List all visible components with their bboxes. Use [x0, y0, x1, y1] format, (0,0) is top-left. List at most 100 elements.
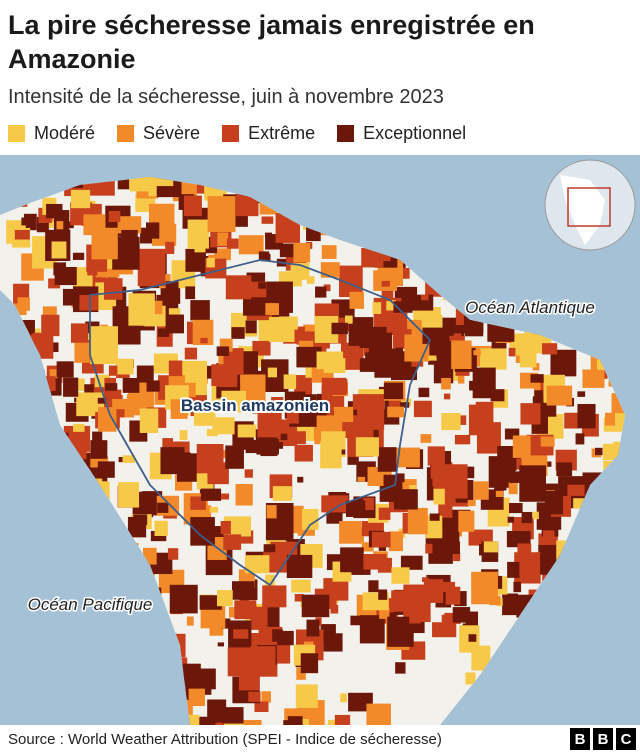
drought-cell	[407, 507, 428, 535]
drought-cell	[294, 375, 313, 397]
drought-cell	[386, 300, 396, 311]
drought-cell	[217, 232, 229, 246]
drought-cell	[283, 720, 294, 725]
drought-cell	[433, 464, 456, 494]
drought-cell	[165, 314, 184, 334]
drought-cell	[250, 646, 276, 674]
drought-cell	[458, 415, 467, 425]
globe-land	[560, 175, 605, 245]
legend-label: Extrême	[248, 123, 316, 143]
drought-cell	[458, 375, 465, 384]
drought-cell	[70, 323, 89, 343]
drought-cell	[453, 552, 461, 562]
drought-cell	[333, 406, 354, 423]
source: Source : World Weather Attribution (SPEI…	[8, 731, 442, 748]
drought-cell	[349, 291, 364, 309]
drought-cell	[265, 303, 279, 316]
drought-cell	[257, 408, 282, 438]
drought-cell	[577, 403, 596, 429]
drought-cell	[14, 229, 30, 240]
drought-cell	[371, 531, 391, 548]
drought-cell	[120, 329, 129, 337]
drought-cell	[92, 431, 103, 442]
drought-cell	[196, 401, 204, 410]
drought-cell	[267, 367, 278, 378]
drought-cell	[420, 434, 432, 443]
drought-cell	[271, 397, 284, 408]
drought-cell	[248, 691, 261, 702]
drought-cell	[188, 688, 205, 707]
drought-cell	[118, 482, 140, 508]
drought-cell	[512, 435, 531, 458]
drought-cell	[504, 428, 520, 440]
drought-cell	[567, 484, 585, 496]
drought-cell	[192, 319, 214, 346]
drought-cell	[428, 355, 437, 361]
drought-cell	[207, 196, 236, 233]
drought-cell	[327, 719, 340, 725]
drought-cell	[286, 554, 313, 579]
drought-cell	[441, 614, 452, 623]
drought-cell	[32, 332, 51, 352]
drought-cell	[462, 466, 475, 479]
drought-cell	[452, 607, 471, 623]
drought-cell	[200, 337, 208, 344]
drought-cell	[323, 284, 331, 292]
drought-cell	[133, 514, 148, 525]
drought-cell	[196, 443, 224, 474]
drought-cell	[373, 270, 398, 291]
drought-cell	[85, 339, 93, 345]
drought-cell	[265, 574, 275, 588]
drought-cell	[265, 232, 273, 239]
drought-cell	[508, 481, 518, 495]
drought-cell	[139, 408, 159, 433]
logo-letter: B	[570, 728, 590, 750]
drought-cell	[286, 406, 299, 424]
drought-cell	[227, 647, 252, 677]
drought-cell	[306, 276, 315, 284]
drought-cell	[382, 294, 393, 301]
drought-cell	[450, 541, 460, 554]
drought-cell	[162, 438, 174, 451]
drought-cell	[146, 380, 160, 392]
drought-cell	[268, 316, 295, 343]
drought-cell	[79, 295, 99, 311]
logo-letter: B	[593, 728, 613, 750]
drought-cell	[361, 542, 374, 552]
drought-cell	[48, 342, 59, 353]
drought-cell	[346, 500, 366, 517]
drought-cell	[363, 554, 387, 570]
drought-cell	[51, 241, 67, 259]
drought-cell	[234, 600, 257, 620]
drought-cell	[357, 476, 366, 482]
drought-cell	[157, 328, 170, 337]
drought-cell	[473, 350, 481, 356]
drought-cell	[444, 612, 461, 624]
legend: Modéré Sévère Extrême Exceptionnel	[8, 123, 488, 144]
legend-swatch	[117, 125, 135, 142]
legend-swatch	[8, 125, 25, 142]
drought-cell	[321, 495, 349, 513]
drought-cell	[97, 461, 115, 478]
drought-cell	[129, 177, 154, 192]
drought-cell	[338, 265, 363, 298]
legend-item: Extrême	[222, 123, 315, 144]
drought-cell	[217, 722, 228, 725]
drought-cell	[194, 245, 206, 253]
drought-cell	[258, 282, 266, 289]
drought-cell	[502, 593, 519, 616]
drought-cell	[507, 516, 515, 523]
drought-cell	[11, 303, 27, 316]
drought-cell	[391, 590, 407, 612]
drought-cell	[87, 268, 98, 276]
drought-cell	[473, 481, 489, 500]
drought-cell	[398, 267, 410, 279]
drought-cell	[217, 642, 225, 647]
drought-cell	[190, 300, 210, 321]
drought-cell	[252, 400, 263, 414]
drought-cell	[409, 484, 417, 491]
drought-cell	[506, 531, 531, 548]
drought-cell	[497, 446, 517, 471]
drought-cell	[347, 455, 359, 465]
